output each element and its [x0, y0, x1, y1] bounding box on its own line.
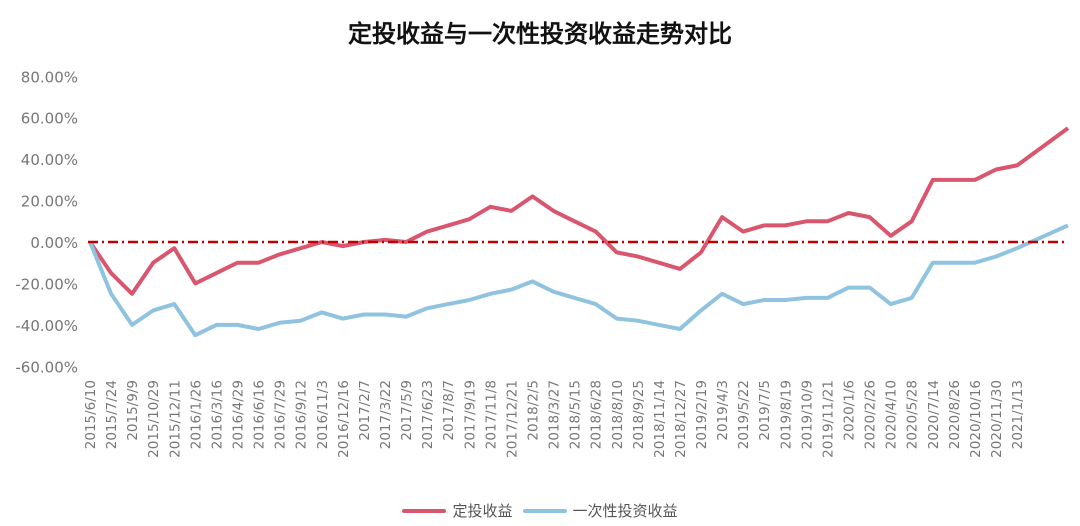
x-tick-label: 2016/3/16	[209, 380, 225, 449]
x-tick-label: 2017/12/21	[504, 380, 520, 458]
series-line-lumpsum	[88, 223, 1069, 338]
legend: 定投收益 一次性投资收益	[0, 500, 1080, 521]
x-tick-label: 2017/11/8	[483, 380, 499, 449]
y-tick-label: -40.00%	[15, 317, 78, 335]
y-tick-label: 0.00%	[30, 234, 78, 252]
x-tick-label: 2015/7/24	[104, 380, 120, 449]
x-tick-label: 2017/3/22	[378, 380, 394, 449]
x-tick-label: 2019/10/9	[799, 380, 815, 449]
x-tick-label: 2020/8/26	[947, 380, 963, 449]
x-tick-label: 2016/7/29	[273, 380, 289, 449]
legend-item-lumpsum: 一次性投资收益	[522, 500, 678, 521]
x-tick-label: 2021/1/13	[1010, 380, 1026, 449]
y-tick-label: 60.00%	[21, 110, 78, 128]
x-tick-label: 2016/9/12	[294, 380, 310, 449]
x-tick-label: 2015/12/11	[167, 380, 183, 458]
x-tick-label: 2018/11/14	[652, 380, 668, 458]
y-tick-label: -20.00%	[15, 275, 78, 293]
legend-swatch	[402, 508, 447, 513]
x-tick-label: 2018/6/28	[589, 380, 605, 449]
x-tick-label: 2018/8/10	[610, 380, 626, 449]
x-tick-label: 2018/3/27	[547, 380, 563, 449]
x-tick-label: 2017/2/7	[357, 380, 373, 441]
x-tick-label: 2016/1/26	[188, 380, 204, 449]
x-tick-label: 2019/11/21	[820, 380, 836, 458]
x-tick-label: 2019/8/19	[778, 380, 794, 449]
x-tick-label: 2020/1/6	[842, 380, 858, 441]
x-tick-label: 2019/4/3	[715, 380, 731, 441]
x-tick-label: 2019/5/22	[736, 380, 752, 449]
x-tick-label: 2020/7/14	[926, 380, 942, 449]
series-line-dingtou	[88, 126, 1070, 296]
x-tick-label: 2016/12/16	[336, 380, 352, 458]
x-tick-label: 2020/11/30	[989, 380, 1005, 458]
x-tick-label: 2017/8/7	[441, 380, 457, 441]
y-tick-label: 40.00%	[21, 151, 78, 169]
x-tick-label: 2020/2/26	[863, 380, 879, 449]
x-tick-label: 2018/5/15	[568, 380, 584, 449]
x-tick-label: 2016/6/16	[252, 380, 268, 449]
x-tick-label: 2018/9/25	[631, 380, 647, 449]
x-tick-label: 2020/10/16	[968, 380, 984, 458]
x-tick-label: 2015/6/10	[83, 380, 99, 449]
x-tick-label: 2020/5/28	[905, 380, 921, 449]
legend-swatch	[522, 508, 567, 513]
y-tick-label: 80.00%	[21, 68, 78, 86]
x-tick-label: 2019/2/19	[694, 380, 710, 449]
x-tick-label: 2015/10/29	[146, 380, 162, 458]
legend-item-dingtou: 定投收益	[402, 500, 513, 521]
x-tick-label: 2015/9/9	[125, 380, 141, 441]
y-tick-label: -60.00%	[15, 358, 78, 376]
x-tick-label: 2017/9/19	[462, 380, 478, 449]
y-tick-label: 20.00%	[21, 193, 78, 211]
x-tick-label: 2016/4/29	[230, 380, 246, 449]
x-tick-label: 2018/2/5	[525, 380, 541, 441]
x-tick-label: 2017/6/23	[420, 380, 436, 449]
chart-title: 定投收益与一次性投资收益走势对比	[348, 20, 732, 48]
x-tick-label: 2019/7/5	[757, 380, 773, 441]
x-tick-label: 2017/5/9	[399, 380, 415, 441]
x-tick-label: 2016/11/3	[315, 380, 331, 449]
legend-label: 一次性投资收益	[572, 502, 678, 520]
x-tick-label: 2020/4/10	[884, 380, 900, 449]
x-tick-label: 2018/12/27	[673, 380, 689, 458]
legend-label: 定投收益	[452, 502, 513, 520]
